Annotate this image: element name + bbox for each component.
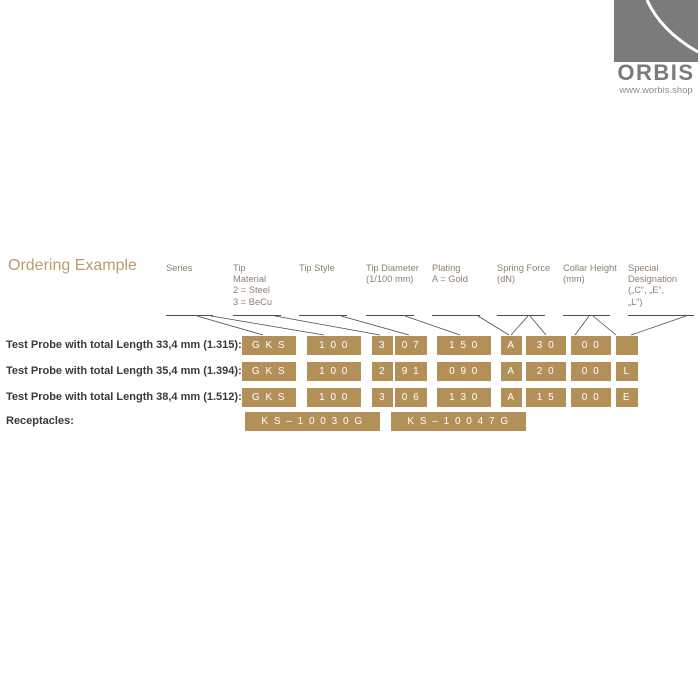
code-cell-spring-force: 3 0 <box>526 336 566 355</box>
row-label: Receptacles: <box>6 415 74 427</box>
table-row-receptacles: Receptacles: K S – 1 0 0 3 0 G K S – 1 0… <box>0 412 700 431</box>
code-cell-tip-material: 3 <box>372 388 393 407</box>
code-cell-series: G K S <box>242 388 296 407</box>
column-header-series: Series <box>166 263 193 273</box>
code-cell-tip-diameter: 0 9 0 <box>437 362 491 381</box>
orbit-arc-icon <box>645 0 698 54</box>
code-cell-tip-diameter: 1 5 0 <box>437 336 491 355</box>
code-cell-spring-force: 1 5 <box>526 388 566 407</box>
code-cell-tip-material: 3 <box>372 336 393 355</box>
column-header-plating: Plating A = Gold <box>432 263 468 285</box>
code-cell-series-number: 1 0 0 <box>307 362 361 381</box>
code-cell-collar-height: 0 0 <box>571 362 611 381</box>
table-row: Test Probe with total Length 35,4 mm (1.… <box>0 362 700 381</box>
code-cell-series-number: 1 0 0 <box>307 336 361 355</box>
code-cell-series-number: 1 0 0 <box>307 388 361 407</box>
column-header-spring-force: Spring Force (dN) <box>497 263 551 285</box>
column-header-collar-height: Collar Height (mm) <box>563 263 617 285</box>
column-header-tip-style: Tip Style <box>299 263 335 273</box>
code-cell-tip-style: 9 1 <box>395 362 427 381</box>
code-cell-special-designation: L <box>616 362 638 381</box>
code-cell-series: G K S <box>242 336 296 355</box>
receptacle-code-cell: K S – 1 0 0 3 0 G <box>245 412 380 431</box>
code-cell-plating: A <box>501 388 522 407</box>
orbis-logo <box>614 0 698 62</box>
logo-wordmark: ORBIS <box>617 60 695 85</box>
code-cell-tip-style: 0 7 <box>395 336 427 355</box>
code-cell-collar-height: 0 0 <box>571 388 611 407</box>
table-row: Test Probe with total Length 33,4 mm (1.… <box>0 336 700 355</box>
code-cell-collar-height: 0 0 <box>571 336 611 355</box>
code-cell-tip-diameter: 1 3 0 <box>437 388 491 407</box>
row-label: Test Probe with total Length 35,4 mm (1.… <box>6 365 242 377</box>
receptacle-code-cell: K S – 1 0 0 4 7 G <box>391 412 526 431</box>
column-header-tip-material: Tip Material 2 = Steel 3 = BeCu <box>233 263 273 307</box>
code-cell-spring-force: 2 0 <box>526 362 566 381</box>
code-cell-special-designation: E <box>616 388 638 407</box>
page-title: Ordering Example <box>8 257 137 274</box>
leader-lines <box>166 315 694 336</box>
column-header-special-designation: Special Designation („C“, „E“, „L“) <box>628 263 678 307</box>
code-cell-plating: A <box>501 336 522 355</box>
code-cell-special-designation <box>616 336 638 355</box>
code-cell-tip-style: 0 6 <box>395 388 427 407</box>
table-row: Test Probe with total Length 38,4 mm (1.… <box>0 388 700 407</box>
code-cell-plating: A <box>501 362 522 381</box>
column-header-tip-diameter: Tip Diameter (1/100 mm) <box>366 263 419 285</box>
code-cell-tip-material: 2 <box>372 362 393 381</box>
code-cell-series: G K S <box>242 362 296 381</box>
logo-url: www.worbis.shop <box>619 85 693 96</box>
row-label: Test Probe with total Length 38,4 mm (1.… <box>6 391 242 403</box>
row-label: Test Probe with total Length 33,4 mm (1.… <box>6 339 242 351</box>
